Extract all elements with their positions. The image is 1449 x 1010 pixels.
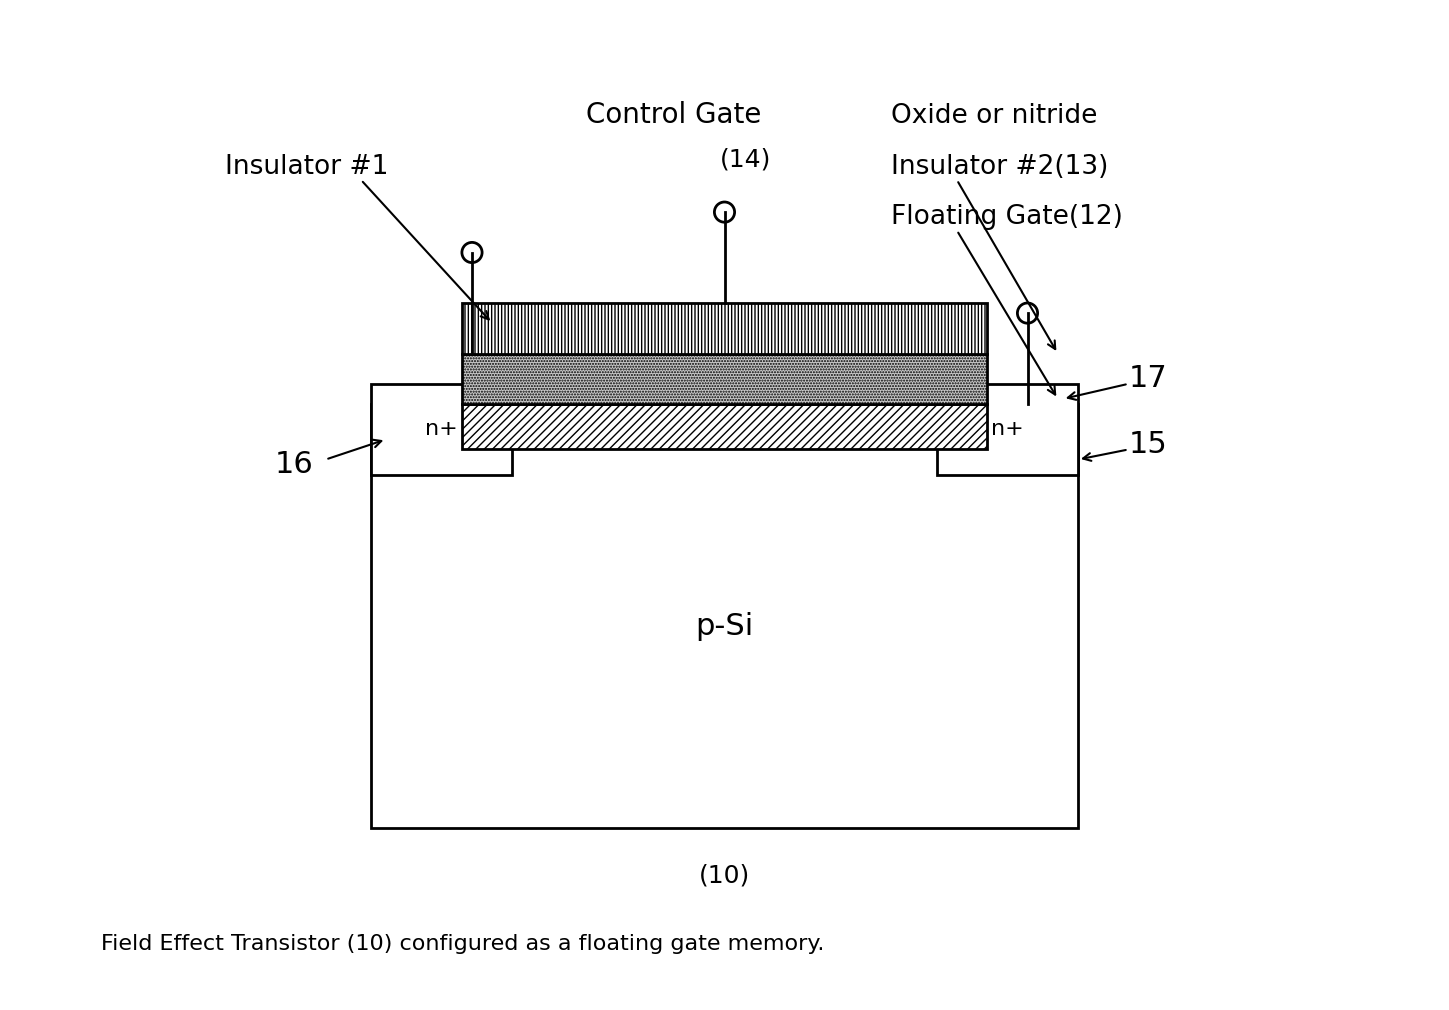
Text: n+: n+: [991, 419, 1023, 439]
Text: 17: 17: [1129, 365, 1168, 393]
Text: Insulator #2(13): Insulator #2(13): [891, 154, 1108, 180]
Bar: [462, 303, 987, 354]
Text: n+: n+: [426, 419, 458, 439]
Bar: [462, 354, 987, 404]
Text: Floating Gate(12): Floating Gate(12): [891, 204, 1123, 230]
Text: 16: 16: [275, 450, 314, 479]
Text: Control Gate: Control Gate: [587, 101, 762, 129]
Text: 15: 15: [1129, 430, 1168, 459]
Text: Oxide or nitride: Oxide or nitride: [891, 103, 1097, 129]
Bar: [371, 384, 513, 475]
Text: (10): (10): [698, 864, 751, 888]
Bar: [371, 404, 1078, 828]
Bar: [936, 384, 1078, 475]
Bar: [462, 404, 987, 449]
Text: p-Si: p-Si: [696, 612, 753, 640]
Text: (14): (14): [720, 147, 771, 172]
Text: Field Effect Transistor (10) configured as a floating gate memory.: Field Effect Transistor (10) configured …: [101, 934, 824, 954]
Text: Insulator #1: Insulator #1: [225, 154, 388, 180]
